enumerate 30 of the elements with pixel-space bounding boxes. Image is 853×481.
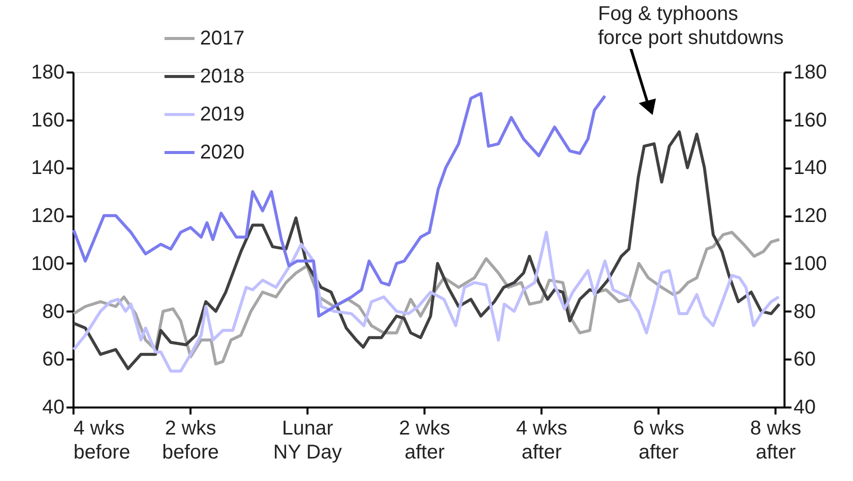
y2-tick-label: 100 [794, 252, 827, 275]
legend-label: 2017 [200, 28, 244, 50]
x-tick-label: Lunar NY Day [273, 418, 342, 464]
y2-tick-label: 180 [794, 62, 827, 84]
x-tick-label: 8 wks after [750, 418, 802, 464]
y-tick-label: 60 [42, 348, 64, 371]
y2-tick-label: 60 [794, 348, 816, 371]
y2-tick-label: 160 [794, 109, 827, 132]
y2-tick-label: 140 [794, 157, 827, 180]
legend-label: 2019 [200, 104, 244, 126]
x-tick-label: 2 wks before [162, 418, 219, 464]
y-tick-label: 140 [31, 157, 64, 180]
y2-tick-label: 80 [794, 300, 816, 323]
y2-tick-label: 40 [794, 396, 816, 418]
legend-label: 2020 [200, 142, 244, 164]
x-tick-label: 2 wks after [399, 418, 450, 464]
text: Fog & typhoons force port shutdowns [598, 3, 784, 49]
y-tick-label: 40 [42, 396, 64, 418]
x-tick-label: 4 wks after [516, 418, 568, 464]
y-tick-label: 100 [31, 252, 64, 275]
y-tick-label: 120 [31, 205, 64, 228]
y-tick-label: 160 [31, 109, 64, 132]
x-tick-label: 4 wks before [74, 418, 130, 464]
y-tick-label: 180 [31, 62, 64, 84]
x-tick-label: 6 wks after [633, 418, 684, 464]
line-series [72, 130, 781, 370]
legend-label: 2018 [200, 66, 244, 88]
line-series [72, 92, 606, 318]
y-tick-label: 80 [42, 300, 64, 323]
y2-tick-label: 120 [794, 205, 827, 228]
